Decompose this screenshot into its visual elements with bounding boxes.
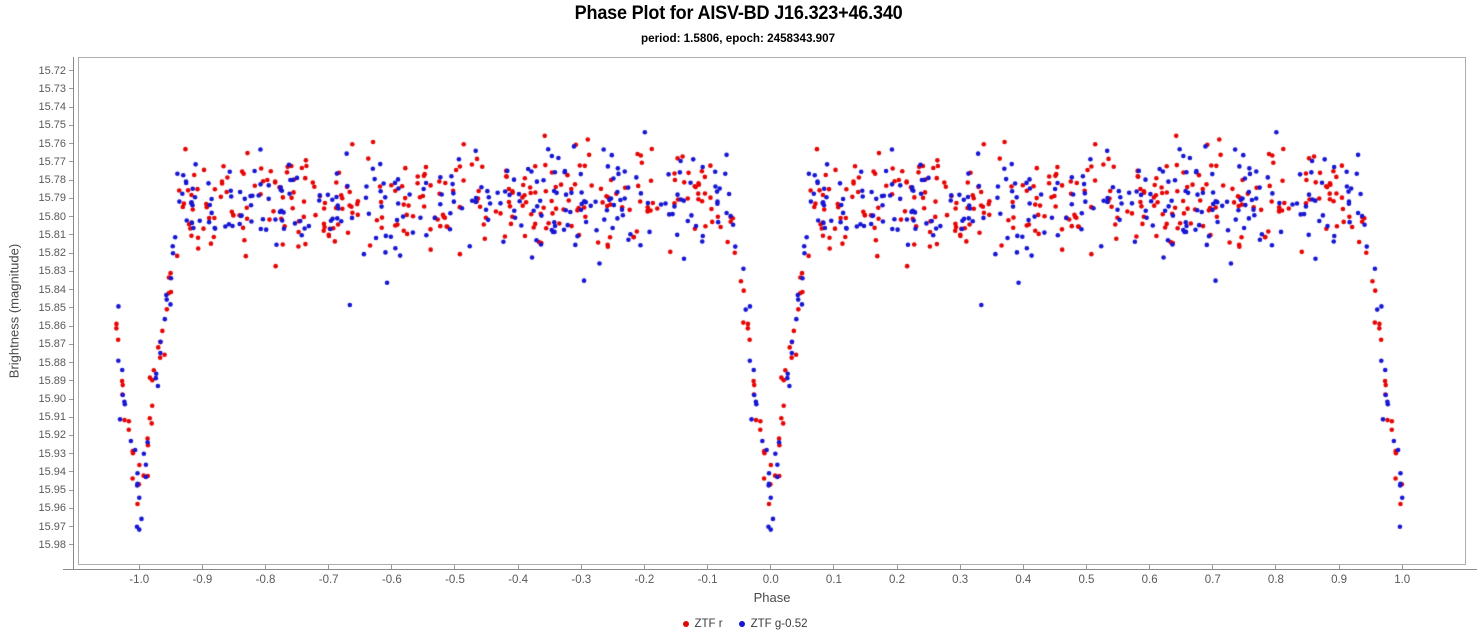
scatter-points-canvas <box>0 0 1477 637</box>
phase-plot-page: Phase Plot for AISV-BD J16.323+46.340 pe… <box>0 0 1477 637</box>
